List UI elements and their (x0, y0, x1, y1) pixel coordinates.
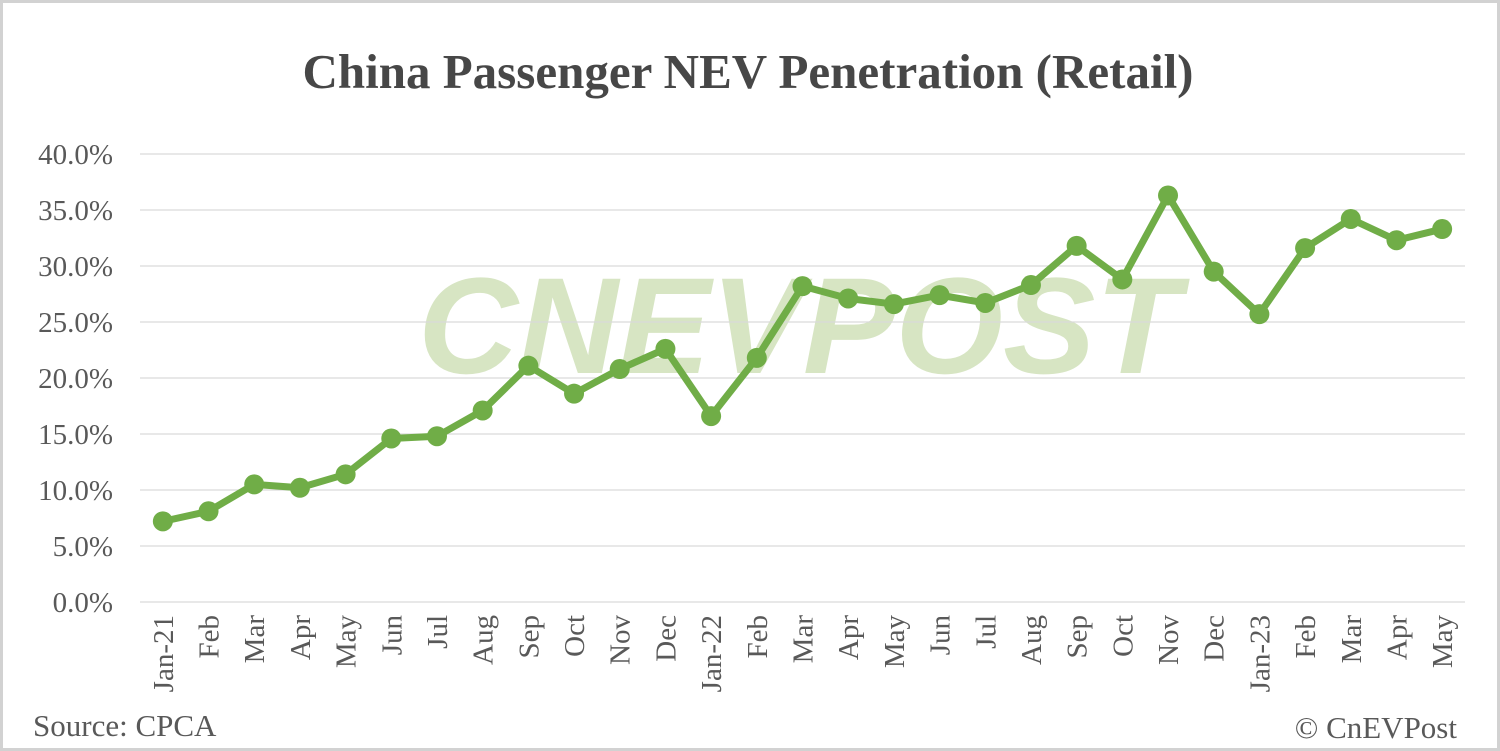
x-tick-label: Feb (194, 615, 226, 659)
x-tick-label: Nov (1153, 615, 1185, 665)
data-point (1295, 238, 1316, 259)
x-tick-label: Jun (925, 615, 957, 656)
x-tick-label: Jun (376, 615, 408, 656)
y-tick-label: 15.0% (38, 419, 113, 451)
y-tick-label: 20.0% (38, 363, 113, 395)
x-tick-label: Oct (1107, 615, 1139, 657)
x-tick-label: Jan-23 (1244, 615, 1276, 692)
x-tick-label: May (879, 615, 911, 669)
x-tick-label: Dec (1199, 615, 1231, 662)
source-label: Source: CPCA (33, 708, 217, 743)
y-axis-labels: 0.0% 5.0% 10.0% 15.0% 20.0% 25.0% 30.0% 35.0% 40… (38, 139, 113, 619)
data-point (883, 294, 904, 315)
data-point (244, 474, 265, 495)
data-point (929, 285, 950, 306)
y-tick-label: 5.0% (53, 531, 113, 563)
data-point (1112, 269, 1133, 290)
data-point (152, 511, 173, 532)
y-tick-label: 30.0% (38, 251, 113, 283)
data-point (1386, 230, 1407, 251)
gridlines (140, 153, 1465, 603)
x-tick-label: Feb (742, 615, 774, 659)
x-tick-label: Apr (1381, 615, 1413, 660)
copyright-label: © CnEVPost (1294, 710, 1457, 745)
x-tick-label: Jul (422, 615, 454, 649)
x-tick-label: Sep (513, 615, 545, 659)
data-point (1432, 219, 1453, 240)
nev-penetration-line-chart: CNEVPOST 0.0% 5.0% 10.0% 15.0% 20.0% 25.0% 30.0… (38, 139, 1465, 693)
y-tick-label: 25.0% (38, 307, 113, 339)
data-point (838, 288, 859, 309)
data-point (564, 383, 585, 404)
x-tick-label: Feb (1290, 615, 1322, 659)
x-tick-label: Nov (605, 615, 637, 665)
data-point (518, 355, 539, 376)
x-axis-labels: Jan-21 Feb Mar Apr May Jun Jul Aug Sep Oct Nov Dec J… (148, 615, 1459, 693)
data-point (289, 477, 310, 498)
x-tick-label: Aug (468, 615, 500, 665)
data-point (198, 501, 219, 522)
x-tick-label: Jan-21 (148, 615, 180, 692)
x-tick-label: Sep (1062, 615, 1094, 659)
data-point (1203, 261, 1224, 282)
cnevpost-watermark: CNEVPOST (418, 250, 1190, 403)
data-point (426, 426, 447, 447)
y-tick-label: 0.0% (53, 587, 113, 619)
data-point (655, 338, 676, 359)
x-tick-label: Aug (1016, 615, 1048, 665)
data-point (975, 292, 996, 313)
data-point (1066, 235, 1087, 256)
y-tick-label: 40.0% (38, 139, 113, 171)
x-tick-label: Jan-22 (696, 615, 728, 692)
data-point (472, 400, 493, 421)
data-point (746, 347, 767, 368)
chart-title: China Passenger NEV Penetration (Retail) (302, 44, 1194, 99)
data-point (1249, 304, 1270, 325)
x-tick-label: Apr (285, 615, 317, 660)
x-tick-label: May (331, 615, 363, 669)
data-points (152, 185, 1453, 532)
data-point (609, 359, 630, 380)
x-tick-label: Mar (788, 615, 820, 664)
data-point (792, 276, 813, 297)
data-point (1158, 185, 1179, 206)
x-tick-label: Oct (559, 615, 591, 657)
y-tick-label: 35.0% (38, 195, 113, 227)
x-tick-label: Dec (650, 615, 682, 662)
data-point (1020, 275, 1041, 296)
data-point (701, 406, 722, 427)
y-tick-label: 10.0% (38, 475, 113, 507)
x-tick-label: Mar (1336, 615, 1368, 664)
x-tick-label: Mar (239, 615, 271, 664)
data-point (335, 464, 356, 485)
data-point (381, 428, 402, 449)
x-tick-label: May (1427, 615, 1459, 669)
data-point (1340, 208, 1361, 229)
x-tick-label: Jul (970, 615, 1002, 649)
x-tick-label: Apr (833, 615, 865, 660)
